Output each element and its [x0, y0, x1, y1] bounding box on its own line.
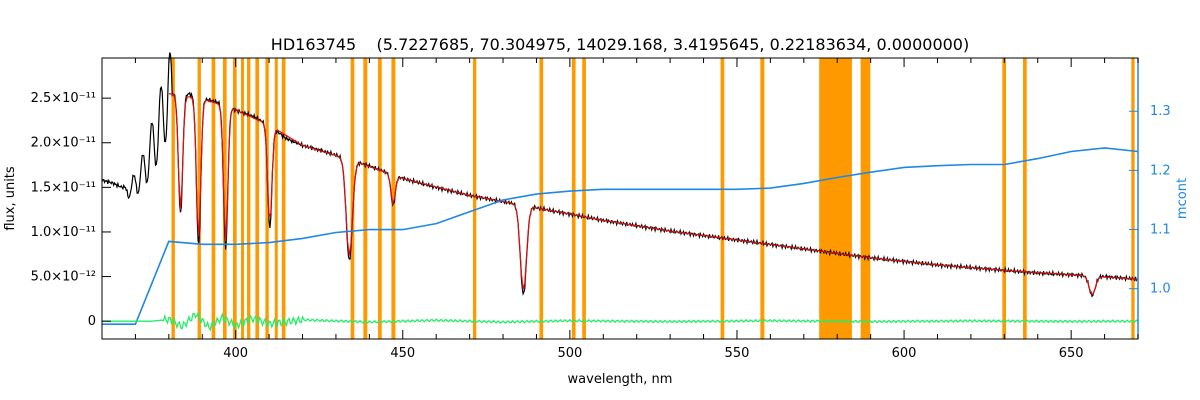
masked-region	[1131, 58, 1135, 339]
masked-region	[582, 58, 586, 339]
masked-region	[265, 58, 269, 339]
y-axis-label: flux, units	[3, 166, 18, 231]
x-tick-label: 550	[725, 346, 750, 361]
masked-region	[197, 58, 201, 339]
chart-title: HD163745 (5.7227685, 70.304975, 14029.16…	[271, 35, 969, 54]
masked-region	[720, 58, 725, 339]
masked-region	[860, 58, 871, 339]
masked-region	[539, 58, 544, 339]
y2-tick-label: 1.3	[1150, 104, 1171, 119]
y-tick-label: 5.0×10⁻¹²	[31, 270, 96, 285]
y2-tick-label: 1.1	[1150, 223, 1171, 238]
x-tick-label: 500	[557, 346, 582, 361]
y-tick-label: 0	[88, 314, 96, 329]
y-tick-label: 2.5×10⁻¹¹	[31, 91, 96, 106]
continuum-line	[102, 147, 1139, 325]
masked-region	[760, 58, 765, 339]
x-tick-label: 650	[1059, 346, 1084, 361]
masked-region	[1002, 58, 1006, 339]
x-tick-label: 400	[223, 346, 248, 361]
masked-region	[255, 58, 260, 339]
y-tick-label: 1.5×10⁻¹¹	[31, 180, 96, 195]
x-tick-label: 600	[892, 346, 917, 361]
y2-axis-label: mcont	[1175, 178, 1190, 219]
masked-region	[281, 58, 286, 339]
x-tick-label: 450	[390, 346, 415, 361]
residual-line	[102, 311, 1139, 332]
y-tick-label: 1.0×10⁻¹¹	[31, 225, 96, 240]
y-tick-label: 2.0×10⁻¹¹	[31, 136, 96, 151]
masked-region	[1023, 58, 1027, 339]
masked-region	[222, 58, 227, 339]
masked-region	[363, 58, 368, 339]
y2-tick-label: 1.0	[1150, 282, 1171, 297]
masked-region	[171, 58, 175, 339]
masked-region	[391, 58, 396, 339]
masked-region	[241, 58, 245, 339]
masked-region	[274, 58, 278, 339]
masked-region	[571, 58, 576, 339]
masked-region	[233, 58, 237, 339]
masked-region	[247, 58, 251, 339]
masked-region	[211, 58, 216, 339]
masked-region	[472, 58, 477, 339]
masked-region	[350, 58, 355, 339]
y2-tick-label: 1.2	[1150, 163, 1171, 178]
x-axis-label: wavelength, nm	[568, 372, 673, 387]
masked-region	[819, 58, 852, 339]
model-spectrum-line	[168, 93, 1139, 295]
masked-region	[378, 58, 382, 339]
